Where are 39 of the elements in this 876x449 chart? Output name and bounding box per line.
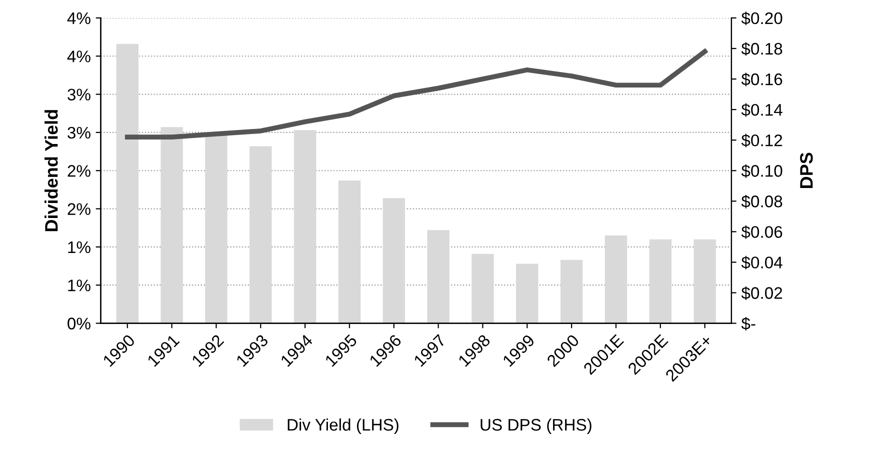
bar (472, 254, 494, 324)
bar (560, 260, 583, 324)
bar (516, 264, 538, 324)
bar (205, 134, 228, 324)
y2-tick-label: $0.12 (741, 134, 782, 148)
bar (382, 198, 405, 324)
y2-tick-label: $0.20 (741, 12, 782, 26)
line-series (124, 49, 708, 140)
y2-axis-title: DPS (800, 152, 813, 188)
y2-tick-label: $0.10 (741, 164, 782, 178)
y-tick-label: 2% (68, 165, 90, 177)
y-axis-title: Dividend Yield (44, 110, 58, 232)
bar (116, 44, 138, 324)
y2-tick-label: $0.06 (741, 225, 782, 239)
y2-tick-label: $0.16 (741, 72, 782, 86)
y-tick-label: 0% (68, 318, 90, 330)
y-tick-label: 1% (68, 280, 90, 292)
bar (649, 239, 672, 324)
bar (694, 239, 716, 324)
y2-tick-label: $- (741, 316, 756, 330)
bar (604, 236, 628, 324)
legend-label: US DPS (RHS) (480, 418, 592, 434)
y-tick-label: 2% (68, 203, 90, 215)
y2-tick-label: $0.04 (741, 256, 782, 270)
y-tick-label: 3% (68, 126, 90, 139)
bar (294, 130, 316, 324)
y2-tick-label: $0.14 (741, 103, 782, 117)
bar (250, 146, 272, 324)
y2-tick-label: $0.02 (741, 286, 782, 300)
y2-tick-label: $0.18 (741, 42, 782, 56)
y-tick-label: 3% (68, 88, 90, 100)
legend-label: Div Yield (LHS) (288, 418, 398, 434)
y-tick-label: 1% (68, 241, 90, 254)
y2-tick-label: $0.08 (741, 194, 782, 208)
bar (338, 180, 361, 324)
y-tick-label: 4% (67, 50, 90, 62)
bar (160, 127, 183, 324)
bar (427, 230, 450, 324)
y-tick-label: 4% (67, 12, 90, 24)
